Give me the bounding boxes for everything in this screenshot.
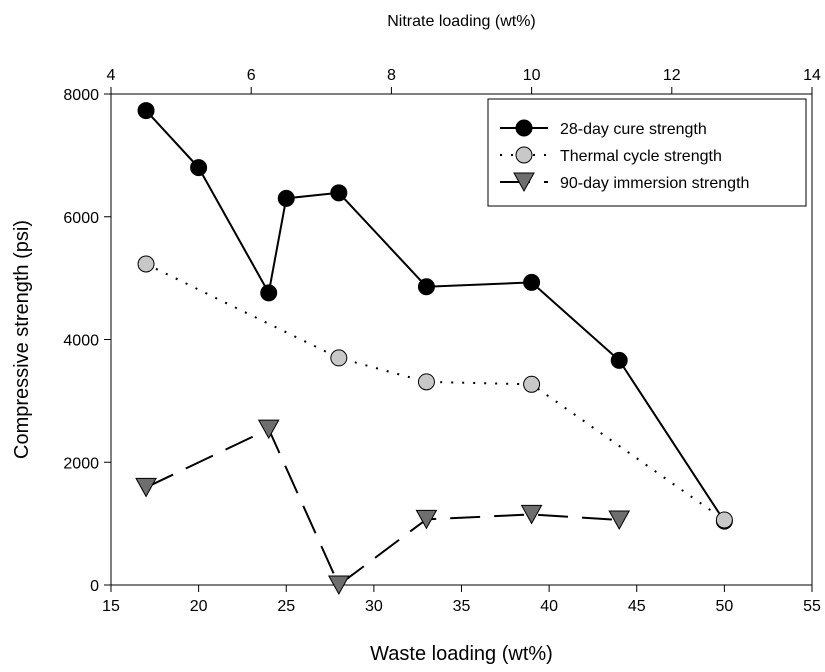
y-axis: 0 2000 4000 6000 8000 [63,87,111,595]
data-point [417,373,435,391]
top-x-tick-label: 4 [107,67,116,84]
top-x-tick-label: 14 [803,67,821,84]
x-tick-label: 40 [540,598,558,615]
legend-label: Thermal cycle strength [560,148,722,165]
data-point [417,278,435,296]
top-x-tick-label: 12 [663,67,681,84]
top-x-tick-label: 6 [247,67,256,84]
data-point [330,184,348,202]
legend-marker [515,119,533,137]
series-layer [135,102,733,596]
legend-marker [513,172,535,193]
y-tick-label: 0 [90,578,99,595]
x-axis-title: Waste loading (wt%) [370,643,553,665]
x-tick-label: 35 [453,598,471,615]
y-tick-label: 2000 [63,455,99,472]
x-tick-label: 25 [277,598,295,615]
data-point [608,510,631,530]
data-point [523,273,541,291]
legend-box [487,98,807,207]
y-tick-label: 4000 [63,333,99,350]
legend-entry: 28-day cure strength [500,119,707,138]
data-point [137,255,155,273]
legend-marker [515,146,533,164]
x-tick-label: 55 [803,598,821,615]
x-tick-label: 50 [715,598,733,615]
top-x-tick-label: 8 [387,67,396,84]
data-point [715,511,733,529]
x-tick-label: 15 [102,598,120,615]
data-point [257,419,280,440]
series-2 [137,255,733,529]
x-axis: 15 20 25 30 35 40 45 50 55 [102,585,821,615]
data-point [190,159,208,177]
legend-label: 28-day cure strength [560,121,707,138]
data-point [277,189,295,207]
x-tick-label: 45 [628,598,646,615]
data-point [330,349,348,367]
data-point [523,375,541,393]
data-point [327,575,350,596]
data-point [260,284,278,302]
top-x-axis-title: Nitrate loading (wt%) [387,13,536,30]
data-point [520,504,543,525]
data-point [135,477,157,498]
y-tick-label: 8000 [63,87,99,104]
series-3 [135,419,631,596]
legend-entry: Thermal cycle strength [500,146,722,165]
y-tick-label: 6000 [63,210,99,227]
y-axis-title: Compressive strength (psi) [11,220,33,459]
series-line [145,263,725,521]
x-tick-label: 20 [190,598,208,615]
legend-entry: 90-day immersion strength [500,172,749,193]
x-tick-label: 30 [365,598,383,615]
top-x-tick-label: 10 [523,67,541,84]
series-line [145,427,620,587]
top-x-axis: 4 6 8 10 12 14 [107,67,821,94]
data-point [415,509,438,530]
data-point [137,102,155,120]
legend: 28-day cure strength Thermal cycle streng… [487,98,807,207]
data-point [610,351,628,369]
legend-label: 90-day immersion strength [560,175,749,192]
